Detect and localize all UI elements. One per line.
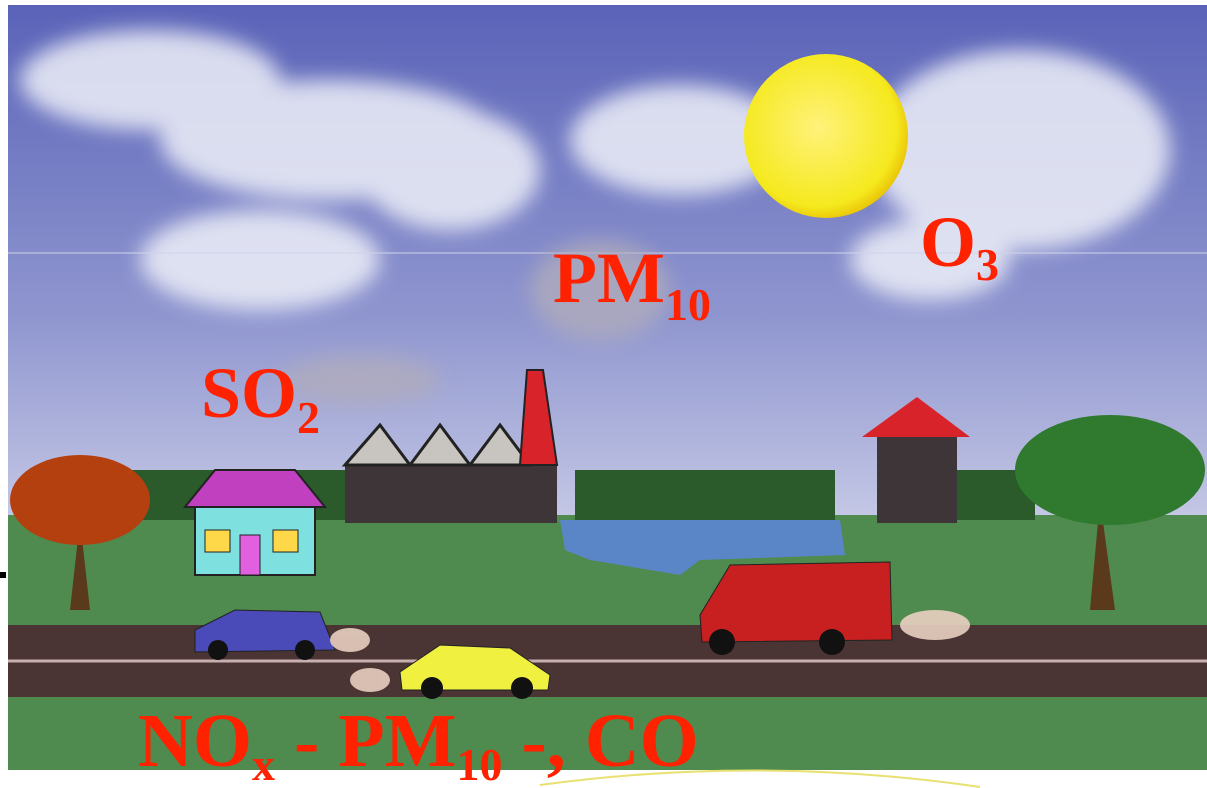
pm10-label: PM10 xyxy=(553,238,711,330)
so2-label: SO2 xyxy=(201,353,320,443)
label-text: SO xyxy=(201,353,297,433)
label-text: O xyxy=(920,202,976,282)
traffic-label: NOx - PM10 -, CO xyxy=(138,699,699,788)
ozone-label: O3 xyxy=(920,202,999,290)
label-text: PM xyxy=(553,238,665,318)
label-text: -, CO xyxy=(502,699,698,783)
label-subscript: 10 xyxy=(665,279,711,330)
label-subscript: x xyxy=(252,739,275,788)
illustration xyxy=(0,5,1207,788)
label-subscript: 3 xyxy=(976,239,999,290)
label-subscript: 2 xyxy=(297,392,320,443)
label-subscript: 10 xyxy=(456,739,502,788)
label-text: NO xyxy=(138,699,252,783)
label-text: - PM xyxy=(275,699,456,783)
